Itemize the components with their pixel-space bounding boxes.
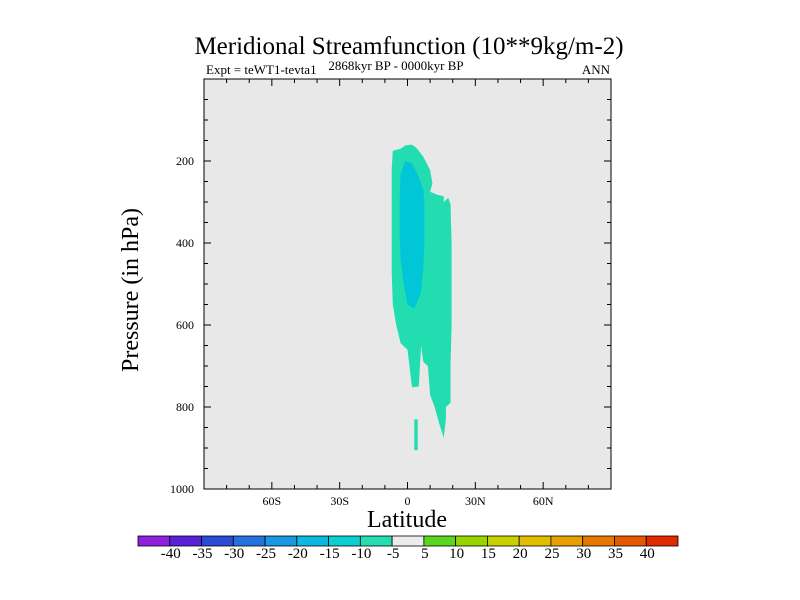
x-tick-label: 30S (330, 494, 349, 508)
colorbar-label: 20 (513, 546, 528, 562)
colorbar-box (645, 535, 679, 547)
colorbar-label: -15 (320, 546, 340, 562)
colorbar-label: -20 (288, 546, 308, 562)
y-tick-label: 400 (176, 236, 194, 250)
colorbar-box (169, 535, 202, 547)
colorbar-label: -35 (193, 546, 213, 562)
colorbar-label: -25 (256, 546, 276, 562)
y-tick-label: 600 (176, 318, 194, 332)
colorbar-box (296, 535, 329, 547)
contour-region-2 (399, 161, 425, 309)
colorbar-box (264, 535, 298, 547)
colorbar-box (423, 535, 457, 547)
colorbar-label: 35 (608, 546, 623, 562)
left-string: Expt = teWT1-tevta1 (206, 62, 317, 77)
colorbar-label: 40 (640, 546, 655, 562)
center-string: 2868kyr BP - 0000kyr BP (328, 58, 463, 73)
colorbar-box (201, 535, 234, 547)
colorbar-labels: -40 -35 -30 -25 -20 -15 -10 -5 5 10 15 20 25 30 35 40 (161, 546, 655, 562)
contour-regions (391, 144, 452, 451)
colorbar-box (614, 535, 647, 547)
x-tick-label: 60S (262, 494, 281, 508)
colorbar-box (359, 535, 393, 547)
colorbar-label: -40 (161, 546, 181, 562)
colorbar-label: -5 (387, 546, 400, 562)
colorbar-label: -30 (224, 546, 244, 562)
colorbar-box (328, 535, 361, 547)
x-axis-label: Latitude (367, 507, 447, 533)
colorbar-box (582, 535, 615, 547)
colorbar-label: 25 (544, 546, 559, 562)
axis-ticks (203, 78, 612, 490)
colorbar-label: -10 (351, 546, 371, 562)
colorbar-box (550, 535, 584, 547)
y-tick-label: 200 (176, 154, 194, 168)
x-tick-label: 30N (465, 494, 486, 508)
contour-region-1 (414, 419, 418, 451)
x-tick-label: 0 (405, 494, 411, 508)
colorbar-box (232, 535, 266, 547)
colorbar-label: 30 (576, 546, 591, 562)
colorbar-box (518, 535, 552, 547)
right-string: ANN (582, 62, 611, 77)
colorbar-box (391, 535, 425, 547)
colorbar-label: 5 (421, 546, 429, 562)
colorbar (137, 535, 679, 547)
colorbar-box (137, 535, 171, 547)
colorbar-label: 10 (449, 546, 464, 562)
y-tick-labels: 200 400 600 800 1000 (170, 154, 194, 496)
colorbar-box (455, 535, 488, 547)
x-tick-label: 60N (533, 494, 554, 508)
y-axis-label: Pressure (in hPa) (118, 208, 144, 372)
y-tick-label: 1000 (170, 482, 194, 496)
x-tick-labels: 60S 30S 0 30N 60N (262, 494, 553, 508)
chart-title: Meridional Streamfunction (10**9kg/m-2) (194, 33, 623, 60)
colorbar-label: 15 (481, 546, 496, 562)
colorbar-box (487, 535, 520, 547)
y-tick-label: 800 (176, 400, 194, 414)
